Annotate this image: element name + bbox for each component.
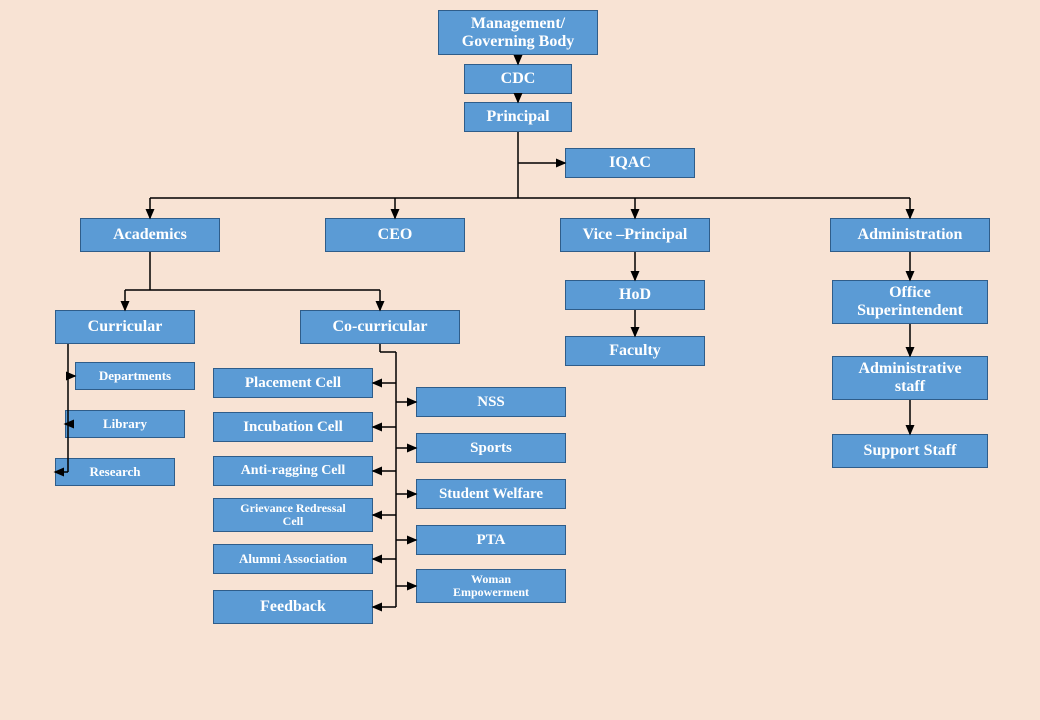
node-academics: Academics <box>80 218 220 252</box>
node-sports: Sports <box>416 433 566 463</box>
node-feedback: Feedback <box>213 590 373 624</box>
node-admin: Administration <box>830 218 990 252</box>
node-ceo: CEO <box>325 218 465 252</box>
node-placement: Placement Cell <box>213 368 373 398</box>
node-faculty: Faculty <box>565 336 705 366</box>
node-mgmt: Management/Governing Body <box>438 10 598 55</box>
node-cdc: CDC <box>464 64 572 94</box>
node-superintendent: OfficeSuperintendent <box>832 280 988 324</box>
node-research: Research <box>55 458 175 486</box>
node-curricular: Curricular <box>55 310 195 344</box>
node-cocurricular: Co-curricular <box>300 310 460 344</box>
node-library: Library <box>65 410 185 438</box>
node-alumni: Alumni Association <box>213 544 373 574</box>
node-women: WomanEmpowerment <box>416 569 566 603</box>
node-adminstaff: Administrativestaff <box>832 356 988 400</box>
node-hod: HoD <box>565 280 705 310</box>
node-nss: NSS <box>416 387 566 417</box>
node-grievance: Grievance RedressalCell <box>213 498 373 532</box>
node-vp: Vice –Principal <box>560 218 710 252</box>
node-principal: Principal <box>464 102 572 132</box>
node-welfare: Student Welfare <box>416 479 566 509</box>
node-support: Support Staff <box>832 434 988 468</box>
node-incubation: Incubation Cell <box>213 412 373 442</box>
node-pta: PTA <box>416 525 566 555</box>
node-departments: Departments <box>75 362 195 390</box>
node-antirag: Anti-ragging Cell <box>213 456 373 486</box>
node-iqac: IQAC <box>565 148 695 178</box>
